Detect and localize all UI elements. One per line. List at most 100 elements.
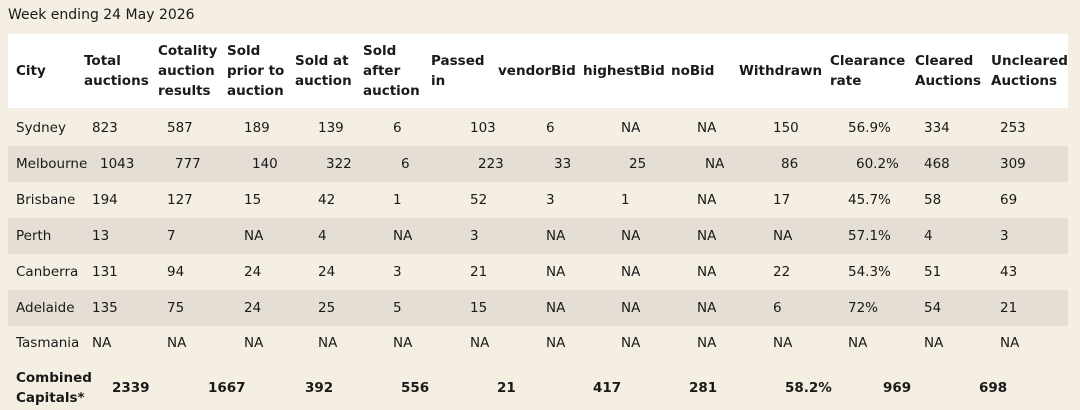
footer-cell: 58.2% xyxy=(785,380,832,396)
table-cell: 57.1% xyxy=(848,227,891,244)
table-cell: NA xyxy=(470,335,490,352)
table-cell: NA xyxy=(546,335,566,352)
row-band xyxy=(8,289,1068,326)
table-cell: NA xyxy=(697,227,717,244)
table-cell: NA xyxy=(393,335,413,352)
table-cell: 15 xyxy=(470,299,488,316)
table-cell: NA xyxy=(848,335,868,352)
column-header: Sold prior to auction xyxy=(227,43,285,99)
table-cell: 69 xyxy=(1000,191,1018,208)
table-cell: 52 xyxy=(470,191,488,208)
row-header: Melbourne xyxy=(16,155,88,172)
table-cell: 22 xyxy=(773,263,791,280)
table-cell: NA xyxy=(773,335,793,352)
header-band xyxy=(8,34,1068,108)
table-cell: 3 xyxy=(393,263,402,280)
table-cell: 103 xyxy=(470,120,496,136)
table-cell: 56.9% xyxy=(848,120,891,136)
table-cell: 72% xyxy=(848,299,879,316)
table-cell: NA xyxy=(393,227,413,244)
table-cell: 15 xyxy=(244,191,262,208)
row-band xyxy=(8,145,1068,182)
column-header: vendorBid xyxy=(498,63,576,79)
table-cell: NA xyxy=(621,299,641,316)
table-cell: 43 xyxy=(1000,263,1018,280)
table-cell: NA xyxy=(697,263,717,280)
row-header: Canberra xyxy=(16,263,79,280)
footer-label: Combined Capitals* xyxy=(16,370,92,406)
footer-cell: 1667 xyxy=(208,380,246,396)
table-cell: NA xyxy=(697,299,717,316)
table-cell: NA xyxy=(621,335,641,352)
footer-cell: 21 xyxy=(497,380,516,396)
table-cell: 45.7% xyxy=(848,191,891,208)
table-cell: NA xyxy=(244,227,264,244)
table-cell: NA xyxy=(244,335,264,352)
table-cell: 58 xyxy=(924,191,942,208)
table-cell: 587 xyxy=(167,120,193,136)
table-cell: 94 xyxy=(167,263,185,280)
row-header: Perth xyxy=(16,227,52,244)
footer-cell: 392 xyxy=(305,380,334,396)
table-cell: 6 xyxy=(546,120,555,136)
table-cell: NA xyxy=(697,335,717,352)
footer-cell: 698 xyxy=(979,380,1008,396)
table-cell: NA xyxy=(773,227,793,244)
table-cell: NA xyxy=(92,335,112,352)
column-header: Cleared Auctions xyxy=(915,53,982,89)
table-cell: 3 xyxy=(470,227,479,244)
row-header: Sydney xyxy=(16,120,66,136)
table-cell: 60.2% xyxy=(856,155,899,172)
table-cell: 4 xyxy=(924,227,933,244)
table-cell: 1 xyxy=(621,191,630,208)
table-cell: NA xyxy=(621,227,641,244)
table-cell: 3 xyxy=(546,191,555,208)
table-cell: 25 xyxy=(629,155,647,172)
table-cell: 24 xyxy=(244,263,262,280)
table-cell: 334 xyxy=(924,120,950,136)
table-cell: 7 xyxy=(167,227,176,244)
row-band xyxy=(8,217,1068,254)
table-cell: 223 xyxy=(478,155,504,172)
table-cell: 54.3% xyxy=(848,263,891,280)
table-cell: 309 xyxy=(1000,155,1026,172)
table-cell: NA xyxy=(546,299,566,316)
table-cell: 139 xyxy=(318,120,344,136)
table-cell: 42 xyxy=(318,191,336,208)
table-cell: NA xyxy=(924,335,944,352)
table-cell: NA xyxy=(167,335,187,352)
column-header: Withdrawn xyxy=(739,63,823,79)
footer-cell: 281 xyxy=(689,380,718,396)
title: Week ending 24 May 2026 xyxy=(8,7,195,23)
table-cell: 24 xyxy=(318,263,336,280)
table-cell: 25 xyxy=(318,299,336,316)
table-cell: 51 xyxy=(924,263,942,280)
column-header: noBid xyxy=(671,63,715,79)
table-cell: NA xyxy=(621,263,641,280)
table-cell: NA xyxy=(546,227,566,244)
table-cell: NA xyxy=(697,191,717,208)
table-cell: 253 xyxy=(1000,120,1026,136)
table-cell: 189 xyxy=(244,120,270,136)
table-cell: 5 xyxy=(393,299,402,316)
footer-cell: 556 xyxy=(401,380,430,396)
row-header: Tasmania xyxy=(16,335,80,352)
row-header: Brisbane xyxy=(16,191,76,208)
table-cell: 135 xyxy=(92,299,118,316)
table-cell: 6 xyxy=(393,120,402,136)
column-header: Sold at auction xyxy=(295,53,352,89)
table-cell: NA xyxy=(705,155,725,172)
table-cell: 54 xyxy=(924,299,942,316)
column-header: Uncleared Auctions xyxy=(991,53,1068,89)
table-cell: NA xyxy=(1000,335,1020,352)
footer-cell: 2339 xyxy=(112,380,150,396)
table-cell: 33 xyxy=(554,155,572,172)
table-cell: 127 xyxy=(167,191,193,208)
table-cell: 17 xyxy=(773,191,791,208)
table-cell: 468 xyxy=(924,155,950,172)
table-cell: 86 xyxy=(781,155,799,172)
table-cell: 6 xyxy=(773,299,782,316)
column-header: Sold after auction xyxy=(363,43,420,99)
table-cell: 1 xyxy=(393,191,402,208)
